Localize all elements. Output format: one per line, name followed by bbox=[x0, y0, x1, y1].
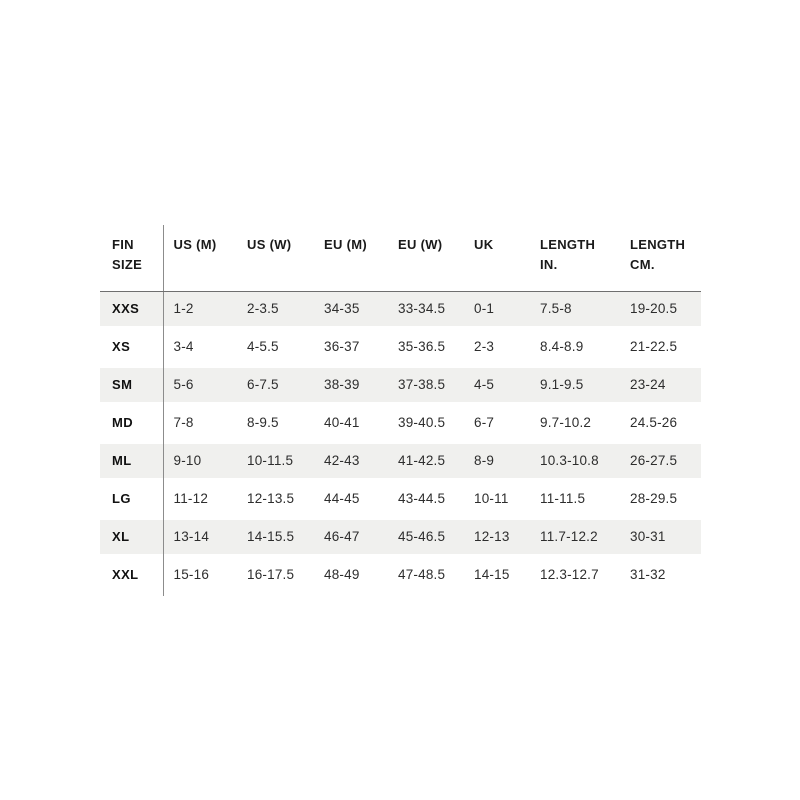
table-cell: 9.7-10.2 bbox=[540, 415, 592, 430]
table-cell: 39-40.5 bbox=[398, 415, 446, 430]
table-cell: 8-9 bbox=[474, 453, 495, 468]
table-cell: 11.7-12.2 bbox=[540, 529, 598, 544]
table-cell: 7-8 bbox=[173, 415, 194, 430]
table-cell: 48-49 bbox=[324, 567, 360, 582]
table-cell: 45-46.5 bbox=[398, 529, 446, 544]
table-cell: 4-5.5 bbox=[247, 339, 279, 354]
table-cell: 24.5-26 bbox=[630, 415, 678, 430]
table-cell: 13-14 bbox=[173, 529, 210, 544]
table-cell: 6-7.5 bbox=[247, 377, 279, 392]
column-header-eu-w: EU (W) bbox=[388, 225, 464, 292]
table-cell: 1-2 bbox=[173, 301, 194, 317]
table-cell: 2-3.5 bbox=[247, 301, 279, 317]
table-cell: 0-1 bbox=[474, 301, 495, 317]
table-cell: 7.5-8 bbox=[540, 301, 572, 317]
row-label-ml: ML bbox=[100, 443, 164, 478]
table-row-xs: XS 3-4 4-5.5 36-37 35-36.5 2-3 8.4-8.9 2… bbox=[100, 325, 701, 368]
table-cell: 8-9.5 bbox=[247, 415, 279, 430]
table-cell: 11-11.5 bbox=[540, 491, 586, 506]
table-cell: 21-22.5 bbox=[630, 339, 678, 354]
table-cell: 10-11.5 bbox=[247, 453, 294, 468]
table-cell: 34-35 bbox=[324, 301, 360, 317]
table-cell: 35-36.5 bbox=[398, 339, 446, 354]
table-cell: 38-39 bbox=[324, 377, 360, 392]
row-label-md: MD bbox=[100, 401, 164, 444]
table-cell: 44-45 bbox=[324, 491, 360, 506]
table-cell: 9.1-9.5 bbox=[540, 377, 584, 392]
table-cell: 31-32 bbox=[630, 567, 666, 582]
table-cell: 5-6 bbox=[173, 377, 194, 392]
table-cell: 12.3-12.7 bbox=[540, 567, 599, 582]
column-header-us-m: US (M) bbox=[163, 225, 237, 292]
row-label-sm: SM bbox=[100, 367, 164, 402]
table-cell: 14-15.5 bbox=[247, 529, 295, 544]
table-cell: 3-4 bbox=[173, 339, 194, 354]
table-cell: 6-7 bbox=[474, 415, 495, 430]
table-cell: 14-15 bbox=[474, 567, 510, 582]
fin-size-chart-table: FIN SIZE US (M) US (W) EU (M) EU (W) UK … bbox=[100, 225, 701, 596]
table-cell: 33-34.5 bbox=[398, 301, 446, 317]
column-header-length-in: LENGTH IN. bbox=[530, 225, 620, 292]
table-cell: 10-11 bbox=[474, 491, 509, 506]
table-cell: 9-10 bbox=[173, 453, 202, 468]
table-cell: 40-41 bbox=[324, 415, 360, 430]
row-label-xxl: XXL bbox=[100, 553, 164, 596]
column-header-fin-size: FIN SIZE bbox=[100, 225, 164, 292]
table-row-xl: XL 13-14 14-15.5 46-47 45-46.5 12-13 11.… bbox=[100, 519, 701, 554]
table-cell: 4-5 bbox=[474, 377, 495, 392]
table-row-sm: SM 5-6 6-7.5 38-39 37-38.5 4-5 9.1-9.5 2… bbox=[100, 367, 701, 402]
table-cell: 12-13 bbox=[474, 529, 510, 544]
table-cell: 28-29.5 bbox=[630, 491, 678, 506]
table-row-xxs: XXS 1-2 2-3.5 34-35 33-34.5 0-1 7.5-8 19… bbox=[100, 291, 701, 326]
column-header-length-cm: LENGTH CM. bbox=[620, 225, 701, 292]
table-cell: 46-47 bbox=[324, 529, 360, 544]
table-cell: 47-48.5 bbox=[398, 567, 446, 582]
table-cell: 16-17.5 bbox=[247, 567, 295, 582]
column-header-eu-m: EU (M) bbox=[314, 225, 388, 292]
table-cell: 2-3 bbox=[474, 339, 495, 354]
row-label-xl: XL bbox=[100, 519, 164, 554]
table-cell: 23-24 bbox=[630, 377, 666, 392]
table-cell: 36-37 bbox=[324, 339, 360, 354]
row-label-xxs: XXS bbox=[100, 291, 164, 326]
table-cell: 10.3-10.8 bbox=[540, 453, 599, 468]
table-row-md: MD 7-8 8-9.5 40-41 39-40.5 6-7 9.7-10.2 … bbox=[100, 401, 701, 444]
table-cell: 12-13.5 bbox=[247, 491, 295, 506]
column-header-uk: UK bbox=[464, 225, 530, 292]
table-cell: 37-38.5 bbox=[398, 377, 446, 392]
table-header-row: FIN SIZE US (M) US (W) EU (M) EU (W) UK … bbox=[100, 225, 701, 292]
row-label-lg: LG bbox=[100, 477, 164, 520]
table-cell: 30-31 bbox=[630, 529, 666, 544]
table-cell: 11-12 bbox=[173, 491, 209, 506]
row-label-xs: XS bbox=[100, 325, 164, 368]
table-cell: 8.4-8.9 bbox=[540, 339, 584, 354]
table-cell: 19-20.5 bbox=[630, 301, 678, 317]
table-cell: 15-16 bbox=[173, 567, 210, 582]
table-cell: 41-42.5 bbox=[398, 453, 446, 468]
table-row-ml: ML 9-10 10-11.5 42-43 41-42.5 8-9 10.3-1… bbox=[100, 443, 701, 478]
column-header-us-w: US (W) bbox=[237, 225, 314, 292]
table-row-lg: LG 11-12 12-13.5 44-45 43-44.5 10-11 11-… bbox=[100, 477, 701, 520]
table-cell: 43-44.5 bbox=[398, 491, 446, 506]
table-row-xxl: XXL 15-16 16-17.5 48-49 47-48.5 14-15 12… bbox=[100, 553, 701, 596]
table-cell: 26-27.5 bbox=[630, 453, 678, 468]
table-cell: 42-43 bbox=[324, 453, 360, 468]
